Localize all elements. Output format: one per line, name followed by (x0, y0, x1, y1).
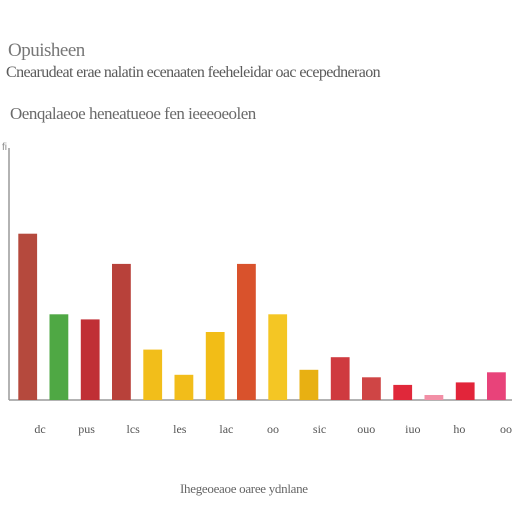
chart-title: Opuisheen (8, 40, 85, 61)
x-tick-label: les (173, 422, 187, 436)
bar-15 (487, 372, 506, 400)
y-axis-marker: fi (2, 142, 7, 153)
bar-14 (455, 382, 475, 400)
bar-4 (143, 349, 163, 400)
tick-labels-group: dc pus lcs les lac oo sic ouo iuo ho oo (34, 422, 512, 436)
bar-12 (393, 384, 413, 400)
bar-7 (237, 263, 256, 400)
bar-10 (330, 357, 350, 400)
bar-8 (268, 314, 288, 400)
x-tick-label: oo (500, 422, 512, 436)
x-tick-label: dc (34, 422, 45, 436)
x-tick-label: lcs (127, 422, 141, 436)
x-tick-label: ouo (357, 422, 375, 436)
bar-2 (80, 319, 100, 400)
x-tick-label: oo (267, 422, 279, 436)
x-tick-label: lac (219, 422, 233, 436)
x-axis-label: Ihegeoeaoe oaree ydnlane (180, 481, 308, 496)
chart-heading: Oenqalaeoe heneatueoe fen ieeeoeolen (10, 104, 256, 123)
x-tick-label: sic (313, 422, 326, 436)
x-tick-label: ho (453, 422, 465, 436)
bar-11 (362, 377, 381, 400)
chart-subtitle: Cnearudeat erae nalatin ecenaaten feehel… (6, 64, 381, 81)
x-tick-label: iuo (405, 422, 420, 436)
x-tick-label: pus (78, 422, 95, 436)
bar-9 (299, 369, 319, 400)
bars-group (18, 233, 506, 400)
bar-1 (49, 314, 69, 400)
bar-6 (205, 332, 225, 400)
bar-5 (174, 374, 194, 400)
bar-13 (424, 395, 444, 400)
bar-3 (112, 263, 131, 400)
bar-0 (18, 233, 38, 400)
